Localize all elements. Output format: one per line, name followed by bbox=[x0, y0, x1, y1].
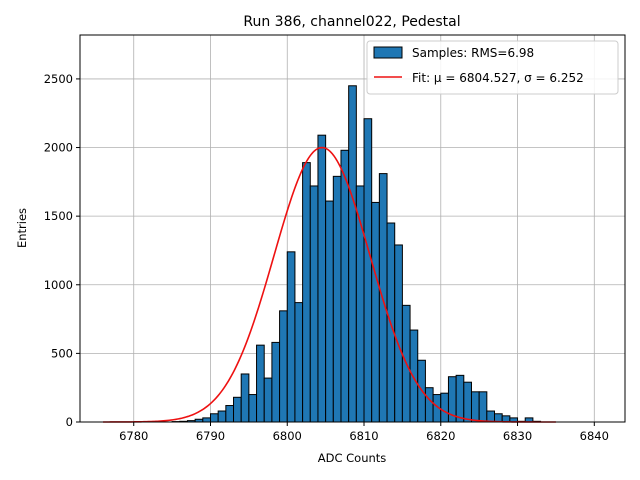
legend: Samples: RMS=6.98 Fit: μ = 6804.527, σ =… bbox=[366, 40, 619, 95]
histogram-bar bbox=[240, 373, 250, 423]
histogram-bar bbox=[263, 377, 273, 423]
histogram-bar bbox=[225, 405, 235, 423]
histogram-bar bbox=[486, 410, 496, 423]
histogram-bar bbox=[302, 162, 311, 423]
histogram-bar bbox=[309, 185, 319, 423]
histogram-bar bbox=[394, 244, 403, 423]
histogram-bar bbox=[478, 391, 488, 423]
histogram-bar bbox=[209, 413, 219, 423]
histogram-bar bbox=[470, 391, 480, 423]
y-tick-label: 2500 bbox=[44, 72, 73, 86]
x-tick-label: 6780 bbox=[119, 429, 148, 443]
x-tick-label: 6790 bbox=[196, 429, 225, 443]
histogram-bar bbox=[494, 413, 503, 423]
histogram-bar bbox=[202, 417, 211, 423]
x-tick-label: 6820 bbox=[426, 429, 455, 443]
histogram-bar bbox=[363, 118, 373, 423]
legend-samples-swatch bbox=[373, 46, 403, 59]
histogram-bar bbox=[294, 302, 304, 423]
y-tick-label: 0 bbox=[66, 415, 73, 429]
histogram-bar bbox=[286, 251, 296, 423]
x-axis-label: ADC Counts bbox=[318, 451, 387, 465]
histogram-bars bbox=[171, 85, 542, 423]
histogram-bar bbox=[371, 201, 380, 423]
histogram-bar bbox=[217, 410, 227, 423]
fit-curve-layer bbox=[103, 146, 556, 423]
histogram-bar bbox=[455, 374, 465, 423]
x-tick-label: 6830 bbox=[503, 429, 532, 443]
histogram-bar bbox=[340, 149, 350, 423]
histogram-bar bbox=[409, 329, 419, 423]
histogram-bar bbox=[256, 344, 265, 423]
histogram-bar bbox=[440, 392, 449, 423]
histogram-bar bbox=[233, 396, 242, 423]
histogram-bar bbox=[317, 134, 327, 423]
chart-title: Run 386, channel022, Pedestal bbox=[243, 14, 460, 30]
histogram-bar bbox=[463, 381, 472, 423]
histogram-bar bbox=[325, 200, 334, 423]
x-tick-label: 6840 bbox=[580, 429, 609, 443]
y-tick-label: 1500 bbox=[44, 209, 73, 223]
histogram-bar bbox=[248, 394, 258, 423]
x-tick-label: 6800 bbox=[273, 429, 302, 443]
histogram-bar bbox=[332, 175, 342, 423]
x-axis-ticks: 6780 6790 6800 6810 6820 6830 6840 bbox=[119, 422, 609, 443]
legend-box bbox=[366, 40, 619, 95]
y-axis-label: Entries bbox=[15, 208, 29, 248]
plot-frame bbox=[79, 34, 626, 423]
legend-samples-label: Samples: RMS=6.98 bbox=[412, 46, 534, 60]
histogram-bar bbox=[348, 85, 357, 423]
y-tick-label: 2000 bbox=[44, 141, 73, 155]
fit-curve bbox=[103, 146, 556, 423]
histogram-bar bbox=[424, 387, 434, 423]
y-tick-label: 500 bbox=[51, 346, 73, 360]
y-axis-ticks: 0 500 1000 1500 2000 2500 bbox=[44, 72, 80, 429]
legend-fit-label: Fit: μ = 6804.527, σ = 6.252 bbox=[412, 71, 584, 85]
histogram-bar bbox=[271, 341, 281, 423]
x-tick-label: 6810 bbox=[349, 429, 378, 443]
y-tick-label: 1000 bbox=[44, 278, 73, 292]
histogram-bar bbox=[279, 310, 288, 423]
